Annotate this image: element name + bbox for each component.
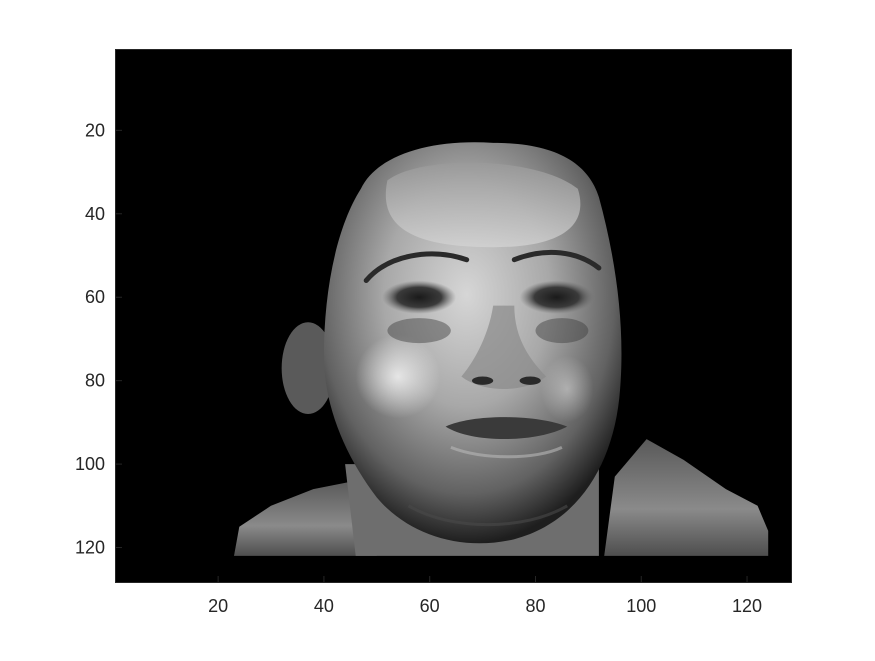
x-axis: 20 40 60 80 100 120 (208, 576, 762, 616)
y-tick-label: 120 (75, 538, 105, 558)
x-tick-label: 60 (420, 596, 440, 616)
y-tick-label: 60 (85, 287, 105, 307)
right-shoulder (604, 439, 769, 556)
x-tick-label: 120 (732, 596, 762, 616)
x-tick-label: 20 (208, 596, 228, 616)
face-image (234, 142, 769, 556)
right-undereye (535, 318, 589, 344)
y-tick-label: 40 (85, 204, 105, 224)
y-tick-label: 100 (75, 454, 105, 474)
y-tick-label: 80 (85, 371, 105, 391)
axes-box (115, 49, 792, 583)
right-nostril (519, 376, 541, 385)
left-eye (382, 280, 457, 314)
lower-lip (450, 446, 563, 459)
y-tick-label: 20 (85, 120, 105, 140)
right-cheek-highlight (540, 355, 594, 423)
y-axis: 20 40 60 80 100 120 (75, 120, 122, 558)
x-tick-label: 100 (626, 596, 656, 616)
left-cheek-highlight (355, 334, 441, 419)
nose (461, 305, 547, 390)
chin-line (407, 504, 568, 527)
right-eye (519, 280, 594, 314)
left-shoulder (234, 480, 377, 556)
left-undereye (387, 318, 451, 344)
mouth (445, 417, 568, 440)
x-tick-label: 40 (314, 596, 334, 616)
x-tick-label: 80 (525, 596, 545, 616)
ear (281, 322, 335, 415)
forehead (385, 162, 581, 248)
right-eyebrow (511, 249, 602, 271)
face (323, 142, 622, 544)
left-nostril (471, 376, 494, 385)
left-eyebrow (363, 251, 470, 283)
